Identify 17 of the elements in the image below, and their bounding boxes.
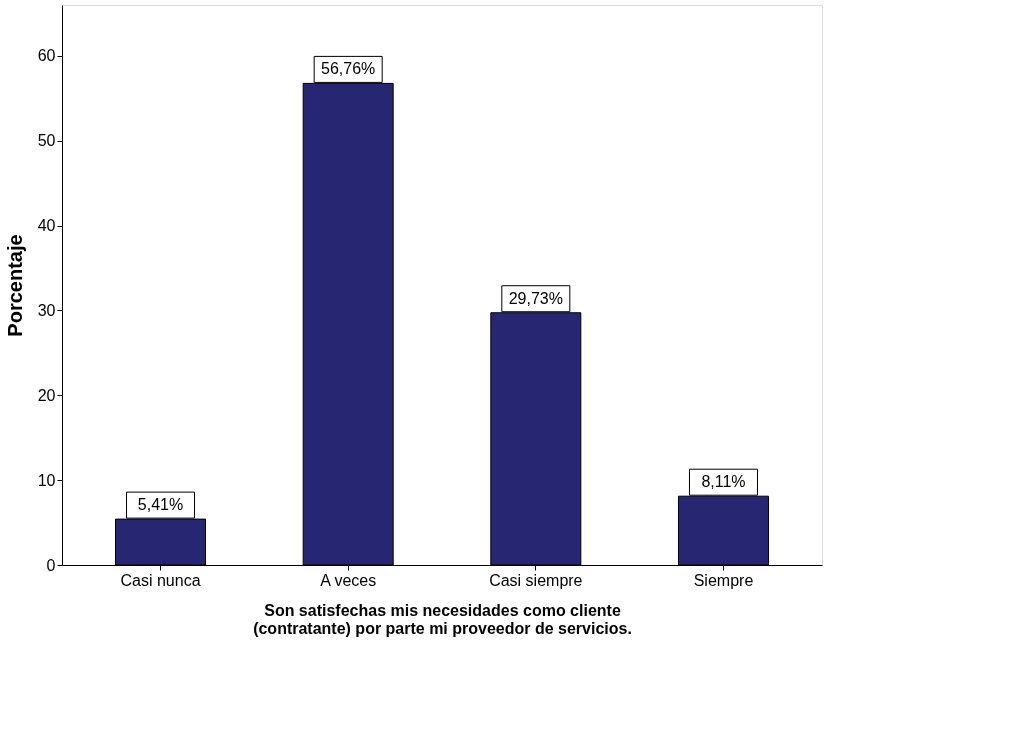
x-tick-label: Siempre (693, 571, 754, 589)
y-tick-label: 20 (37, 386, 56, 404)
data-label: 56,76% (321, 60, 376, 78)
y-tick-label: 10 (37, 471, 56, 489)
y-tick-label: 30 (37, 301, 56, 319)
x-tick-label: Casi nunca (120, 571, 201, 589)
data-label: 5,41% (137, 496, 184, 514)
y-axis-title: Porcentaje (3, 234, 26, 337)
y-tick-label: 50 (37, 132, 56, 150)
y-tick-label: 60 (37, 47, 56, 65)
y-tick-label: 40 (37, 217, 56, 235)
y-tick-label: 0 (46, 556, 56, 574)
data-label: 8,11% (701, 473, 746, 491)
data-label: 29,73% (508, 289, 563, 307)
x-tick-label: A veces (320, 571, 377, 589)
x-axis-title: Son satisfechas mis necesidades como cliente (contratante) por parte mi proveedor de servicios. (253, 601, 632, 637)
x-tick-label: Casi siempre (489, 571, 583, 589)
